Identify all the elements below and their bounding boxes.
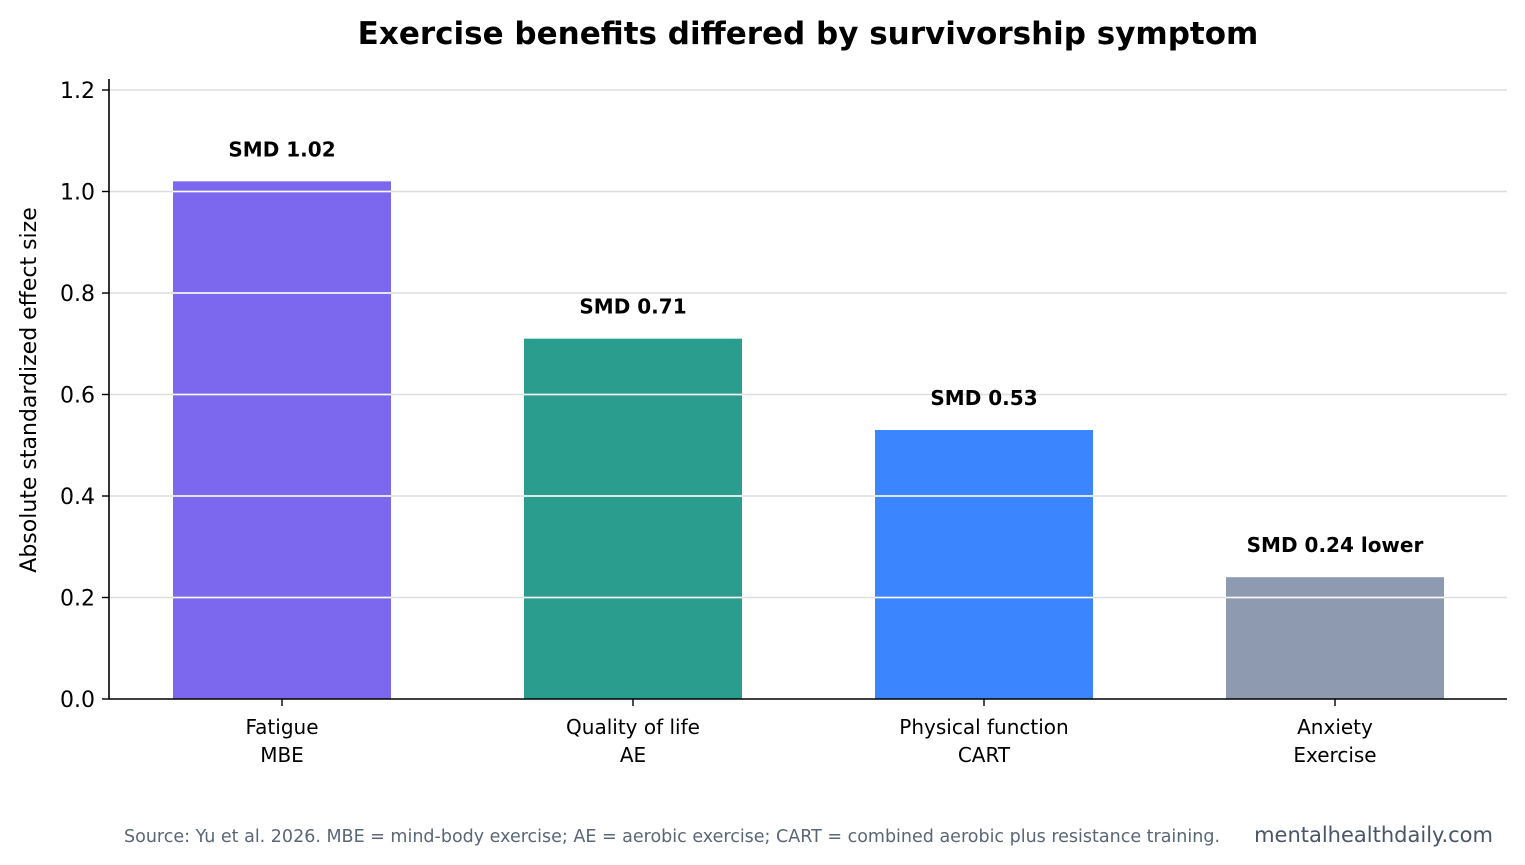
bar-1 [524,338,742,699]
x-tick-label-2-line-1: CART [958,743,1011,767]
bar-0 [173,181,391,700]
y-tick-label-0: 0.0 [60,688,95,713]
bar-2 [875,430,1093,699]
bars [173,181,1444,700]
x-tick-label-3-line-1: Exercise [1293,743,1376,767]
chart-title: Exercise benefits differed by survivorsh… [358,16,1259,52]
x-axis-ticks: Fatigue MBE Quality of life AE Physical func… [246,699,1377,767]
x-tick-label-0-line-1: MBE [260,743,304,767]
data-label-0: SMD 1.02 [228,137,335,161]
data-label-2: SMD 0.53 [930,386,1037,410]
x-tick-label-0-line-0: Fatigue [246,715,319,739]
y-tick-label-1: 0.2 [60,587,95,612]
x-tick-label-3-line-0: Anxiety [1297,715,1373,739]
x-tick-label-1-line-1: AE [620,743,646,767]
data-label-1: SMD 0.71 [579,295,686,319]
data-labels: SMD 1.02 SMD 0.71 SMD 0.53 SMD 0.24 lower [228,137,1423,557]
x-tick-label-1-line-0: Quality of life [566,715,700,739]
y-axis-label: Absolute standardized effect size [17,207,42,572]
x-tick-label-2-line-0: Physical function [899,715,1068,739]
data-label-3: SMD 0.24 lower [1247,533,1424,557]
axes [108,79,1507,700]
y-tick-label-3: 0.6 [60,384,95,409]
y-tick-label-6: 1.2 [60,79,95,104]
y-tick-label-2: 0.4 [60,485,95,510]
gridlines [109,89,1507,599]
y-tick-label-4: 0.8 [60,282,95,307]
y-tick-label-5: 1.0 [60,181,95,206]
source-note: Source: Yu et al. 2026. MBE = mind-body … [124,827,1220,847]
bar-3 [1226,577,1444,699]
watermark: mentalhealthdaily.com [1254,823,1493,847]
y-axis-ticks: 0.0 0.2 0.4 0.6 0.8 1.0 1.2 [60,79,109,713]
